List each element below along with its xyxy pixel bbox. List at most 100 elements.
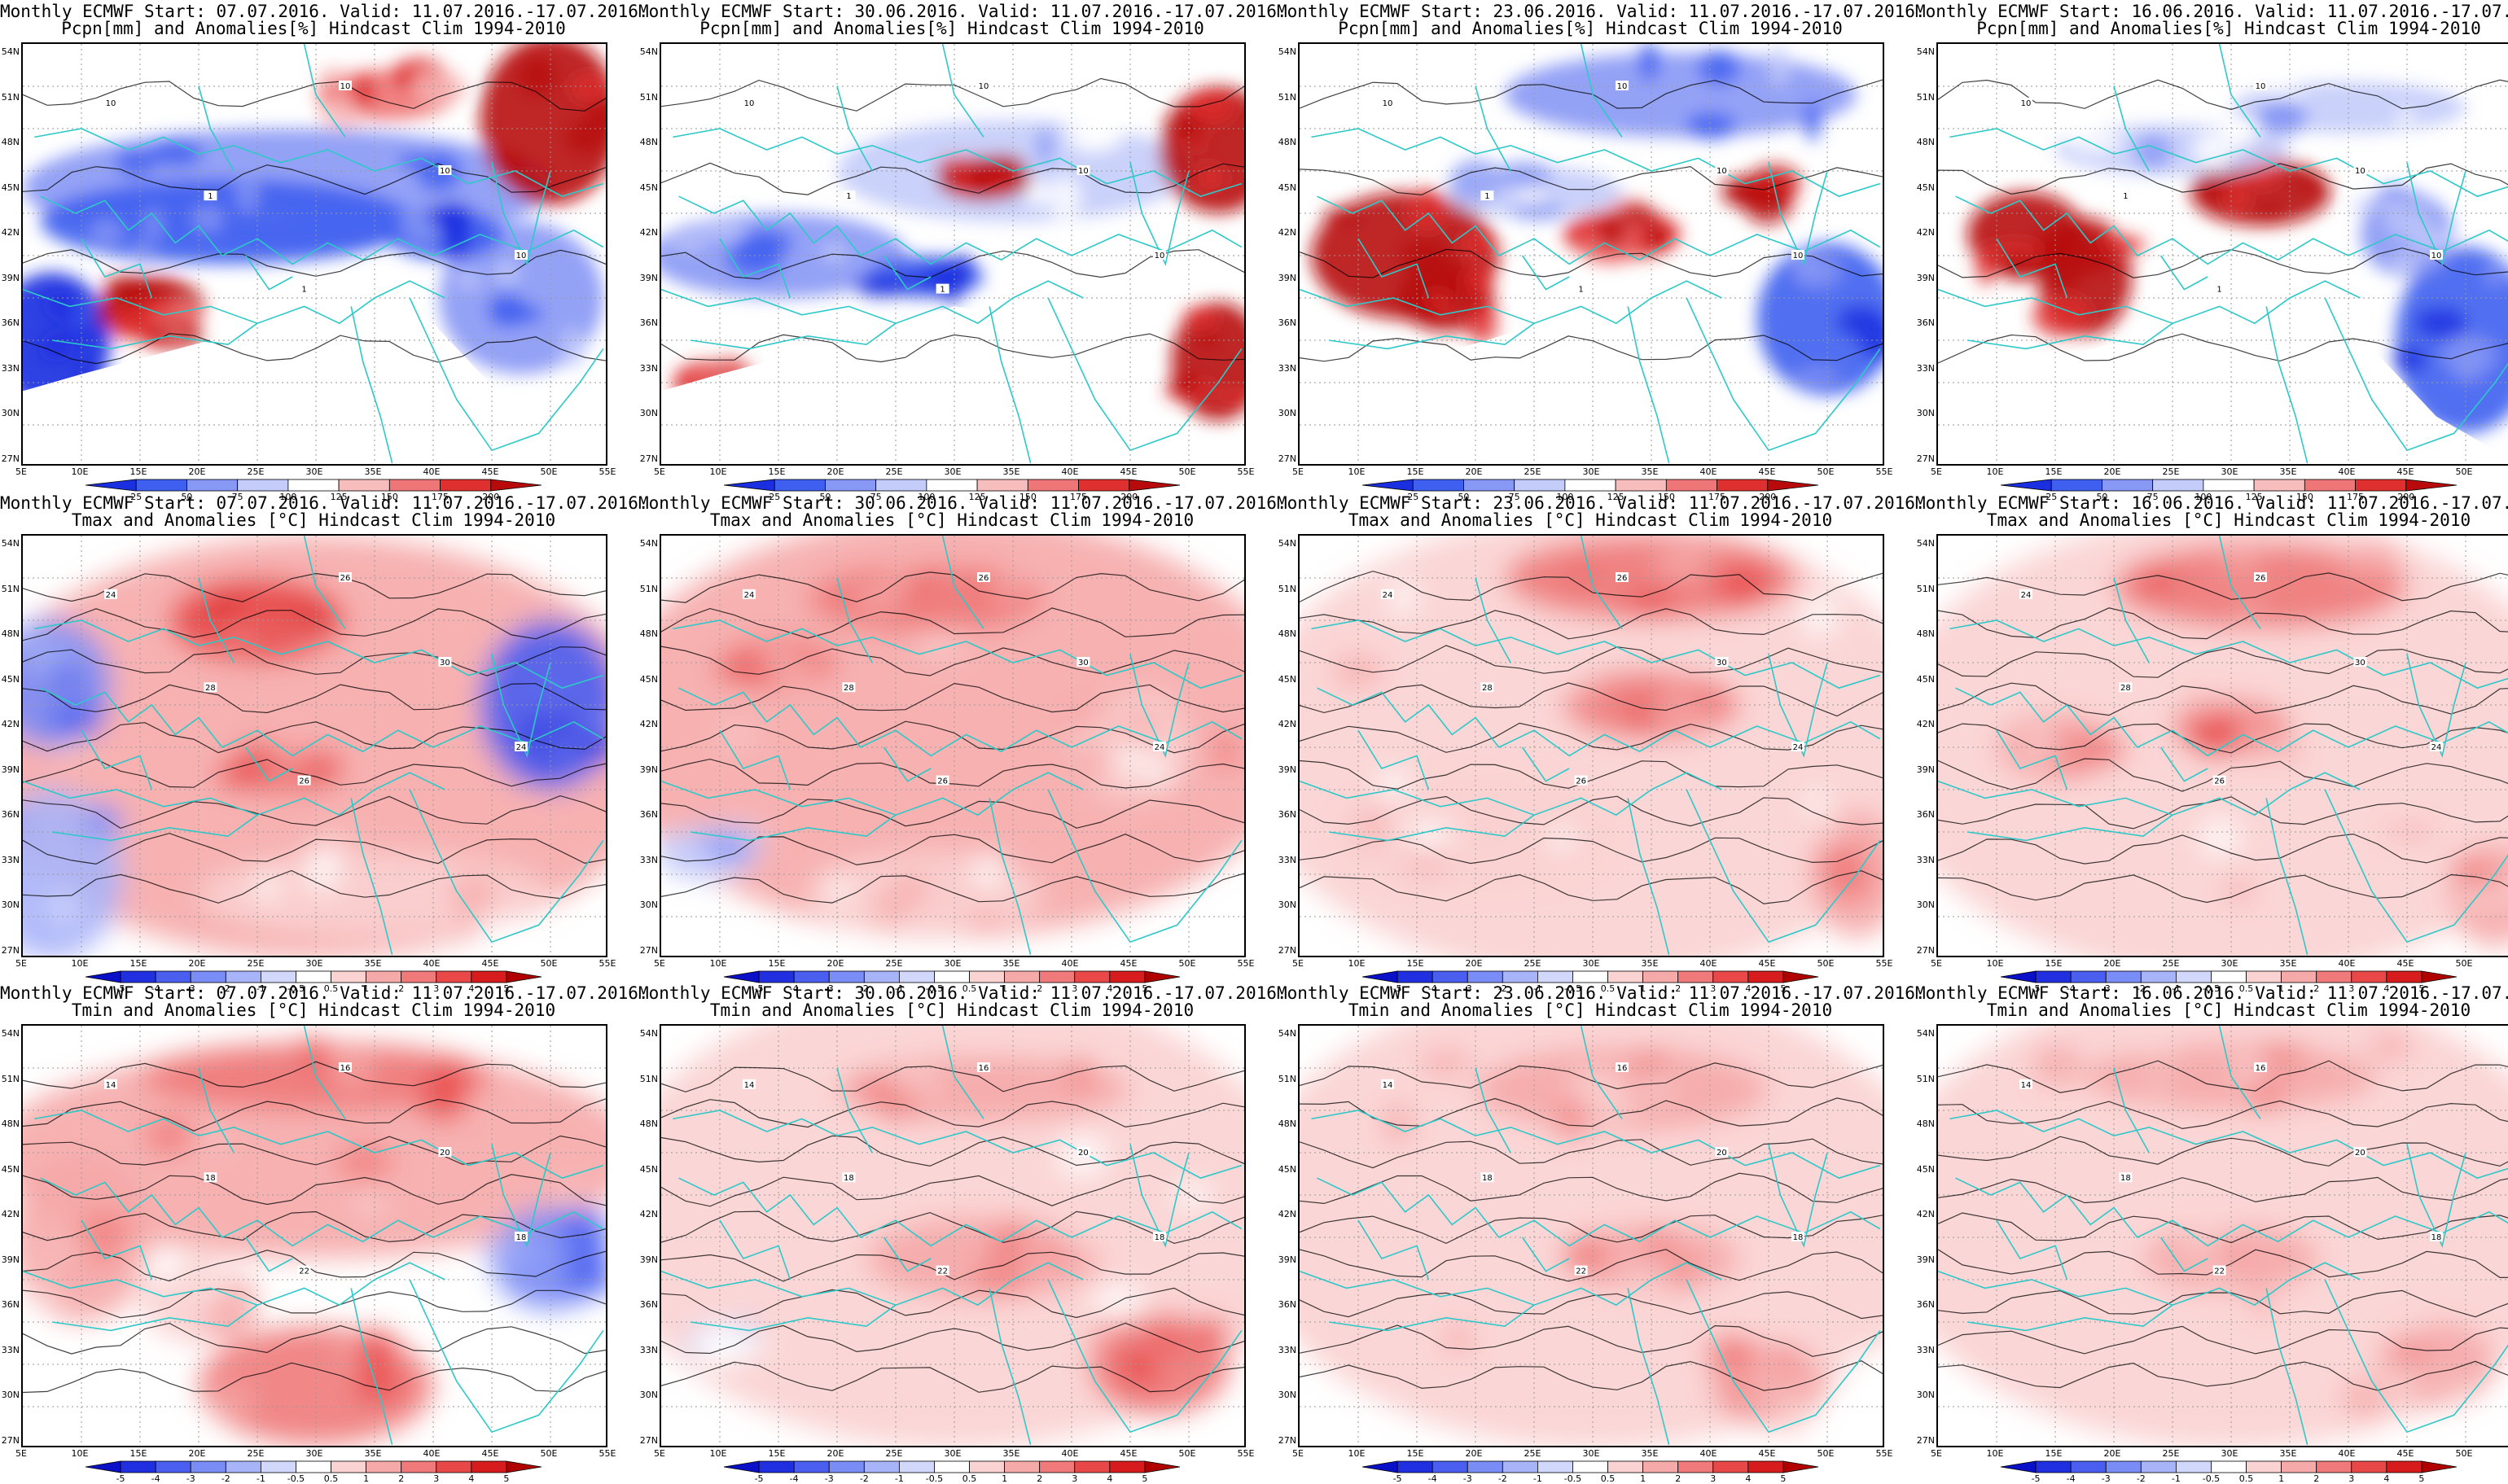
lon-tick-label: 30E bbox=[1582, 1448, 1600, 1459]
anomaly-area bbox=[2382, 195, 2427, 237]
contour-label: 10 bbox=[2353, 165, 2367, 176]
anomaly-area bbox=[47, 891, 81, 925]
lon-tick-label: 35E bbox=[364, 466, 382, 477]
anomaly-area bbox=[853, 274, 909, 298]
lat-tick-label: 48N bbox=[1916, 137, 1935, 148]
colorbar-swatch bbox=[225, 970, 261, 983]
colorbar-swatch bbox=[186, 479, 239, 492]
svg-text:24: 24 bbox=[2431, 743, 2442, 752]
lat-tick-label: 51N bbox=[639, 583, 658, 594]
anomaly-area bbox=[480, 1240, 534, 1260]
colorbar-label: 5 bbox=[1780, 983, 1787, 994]
contour-label: 18 bbox=[1153, 1232, 1166, 1242]
lon-tick-label: 50E bbox=[2455, 466, 2473, 477]
colorbar-label: 5 bbox=[1142, 1473, 1148, 1484]
colorbar-swatch bbox=[828, 1460, 865, 1473]
lon-tick-label: 10E bbox=[1348, 1448, 1366, 1459]
anomaly-area bbox=[2225, 176, 2248, 215]
map-panel-precipitation-1: Monthly ECMWF Start: 07.07.2016. Valid: … bbox=[0, 0, 649, 502]
contour-label: 10 bbox=[977, 81, 990, 91]
anomaly-area bbox=[2049, 726, 2083, 743]
lat-tick-label: 42N bbox=[1916, 1209, 1935, 1220]
colorbar-swatch bbox=[1717, 479, 1769, 492]
lat-tick-label: 54N bbox=[1, 538, 20, 549]
lat-tick-label: 36N bbox=[1278, 317, 1296, 329]
lat-tick-label: 27N bbox=[639, 453, 658, 464]
anomaly-area bbox=[2441, 336, 2497, 374]
anomaly-area bbox=[1557, 1104, 1585, 1142]
colorbar-label: 25 bbox=[2045, 492, 2058, 502]
anomaly-area bbox=[2451, 882, 2508, 907]
lat-tick-label: 33N bbox=[1, 854, 20, 865]
svg-text:24: 24 bbox=[1155, 743, 1165, 752]
map-canvas: 14 16 18 20 22 18 bbox=[661, 1026, 1244, 1446]
lat-tick-label: 45N bbox=[1, 1163, 20, 1175]
colorbar-label: -0.5 bbox=[925, 1473, 944, 1484]
anomaly-area bbox=[889, 1070, 939, 1092]
colorbar-swatch bbox=[1537, 1460, 1573, 1473]
lat-tick-label: 54N bbox=[639, 538, 658, 549]
lat-tick-label: 30N bbox=[1278, 1390, 1296, 1401]
anomaly-area bbox=[967, 155, 1000, 190]
panel-title-start: Monthly ECMWF Start: 07.07.2016. Valid: … bbox=[0, 493, 649, 513]
svg-text:24: 24 bbox=[106, 591, 116, 600]
lon-tick-label: 5E bbox=[1292, 466, 1304, 477]
anomaly-area bbox=[2200, 818, 2238, 856]
lon-tick-label: 20E bbox=[188, 958, 206, 969]
panel-title-start: Monthly ECMWF Start: 23.06.2016. Valid: … bbox=[1277, 983, 1926, 1003]
anomaly-area bbox=[564, 1241, 606, 1270]
svg-text:1: 1 bbox=[940, 286, 945, 295]
contour-lines bbox=[661, 1065, 1244, 1393]
colorbar-label: 3 bbox=[433, 1473, 440, 1484]
lat-tick-label: 45N bbox=[1278, 182, 1296, 193]
lat-tick-label: 42N bbox=[1916, 719, 1935, 730]
anomaly-area bbox=[2129, 1043, 2181, 1058]
lon-tick-label: 35E bbox=[1002, 466, 1020, 477]
svg-text:30: 30 bbox=[1078, 659, 1089, 668]
anomaly-area bbox=[2395, 110, 2415, 124]
lon-tick-label: 10E bbox=[709, 466, 727, 477]
map-canvas: 24 26 28 30 26 24 bbox=[1300, 536, 1883, 956]
colorbar-swatch bbox=[2102, 479, 2154, 492]
svg-text:10: 10 bbox=[2256, 82, 2266, 91]
lon-tick-label: 55E bbox=[598, 958, 616, 969]
svg-text:14: 14 bbox=[744, 1081, 755, 1090]
lon-tick-label: 25E bbox=[1524, 958, 1541, 969]
lon-tick-label: 50E bbox=[1817, 1448, 1835, 1459]
panel-title-variable: Tmin and Anomalies [°C] Hindcast Clim 19… bbox=[709, 1000, 1195, 1020]
colorbar-label: 4 bbox=[1745, 1473, 1752, 1484]
colorbar-label: 4 bbox=[1107, 983, 1113, 994]
lon-tick-label: 45E bbox=[1758, 1448, 1776, 1459]
anomaly-area bbox=[48, 703, 105, 736]
colorbar-swatch bbox=[2035, 970, 2072, 983]
coastlines bbox=[1300, 44, 1881, 463]
lat-tick-label: 48N bbox=[1916, 1118, 1935, 1130]
colorbar-label: -4 bbox=[789, 1473, 799, 1484]
colorbar bbox=[85, 479, 542, 492]
contour-lines bbox=[1938, 1060, 2508, 1391]
lat-tick-label: 48N bbox=[1278, 1118, 1296, 1130]
lat-tick-label: 33N bbox=[1916, 1344, 1935, 1355]
colorbar-label: -5 bbox=[1392, 983, 1402, 994]
lon-tick-label: 15E bbox=[2045, 466, 2063, 477]
lon-tick-label: 40E bbox=[2338, 958, 2356, 969]
lon-tick-label: 5E bbox=[1292, 958, 1304, 969]
colorbar-label: 75 bbox=[870, 492, 882, 502]
colorbar-label: -4 bbox=[789, 983, 799, 994]
panel-title-start: Monthly ECMWF Start: 07.07.2016. Valid: … bbox=[0, 983, 649, 1003]
lon-tick-label: 55E bbox=[1237, 958, 1255, 969]
colorbar-swatch bbox=[490, 479, 542, 492]
contour-label: 16 bbox=[977, 1062, 990, 1073]
lon-tick-label: 30E bbox=[944, 466, 962, 477]
lon-tick-label: 10E bbox=[71, 958, 89, 969]
anomaly-area bbox=[966, 911, 1004, 930]
anomaly-area bbox=[1975, 245, 1998, 285]
contour-label: 18 bbox=[204, 1172, 217, 1183]
colorbar-swatch bbox=[2140, 970, 2177, 983]
colorbar-swatch bbox=[1502, 970, 1538, 983]
lat-tick-label: 39N bbox=[1, 764, 20, 775]
lat-tick-label: 39N bbox=[639, 1254, 658, 1265]
svg-text:14: 14 bbox=[106, 1081, 116, 1090]
colorbar-label: 1 bbox=[1002, 983, 1008, 994]
colorbar-label: -2 bbox=[221, 1473, 230, 1484]
